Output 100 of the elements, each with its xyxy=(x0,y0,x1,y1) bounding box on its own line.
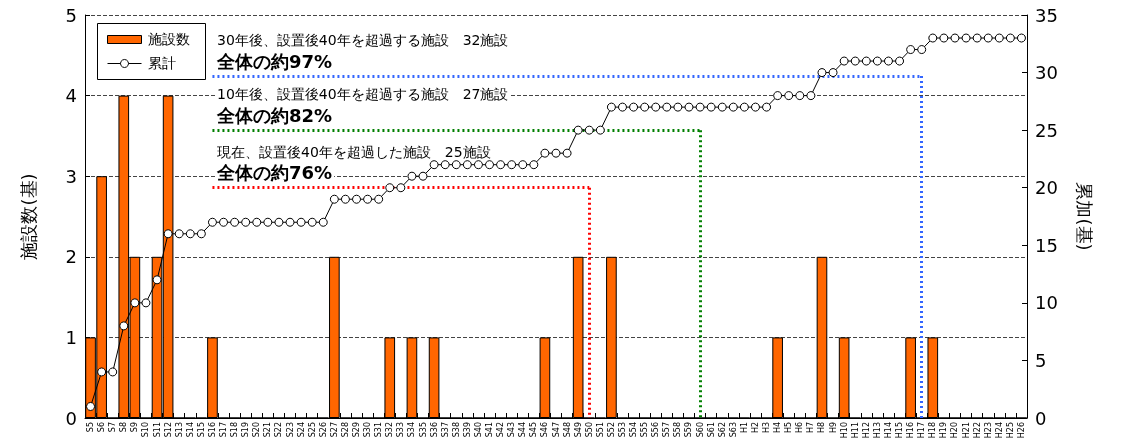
x-tick-label: H10 xyxy=(839,422,849,439)
x-tick-label: H13 xyxy=(872,422,882,439)
x-tick-label: S37 xyxy=(440,422,450,438)
x-tick-label: S43 xyxy=(507,422,517,438)
x-tick-label: H3 xyxy=(762,422,772,434)
x-tick-label: S17 xyxy=(219,422,229,438)
x-tick-label: H5 xyxy=(784,422,794,434)
x-tick-label: S51 xyxy=(595,422,605,438)
x-tick-label: H19 xyxy=(939,422,949,439)
x-tick-label: S9 xyxy=(130,422,140,433)
x-tick-label: H12 xyxy=(861,422,871,439)
y-tick-label: 5 xyxy=(65,4,77,26)
x-tick-label: S62 xyxy=(717,422,727,438)
x-tick-label: S29 xyxy=(352,422,362,438)
x-tick-label: S8 xyxy=(119,422,129,433)
y-tick-label: 0 xyxy=(65,407,77,429)
x-tick-label: S63 xyxy=(728,422,738,438)
x-tick-label: S21 xyxy=(263,422,273,438)
x-tick-label: S5 xyxy=(86,422,96,433)
x-tick-label: S15 xyxy=(196,422,206,438)
x-tick-label: H2 xyxy=(750,422,760,434)
x-tick-label: S54 xyxy=(629,422,639,438)
x-tick-label: S35 xyxy=(418,422,428,438)
y2-tick-label: 35 xyxy=(1035,4,1058,26)
x-tick-label: S48 xyxy=(562,422,572,438)
x-tick-label: H4 xyxy=(773,422,783,434)
x-tick-label: S42 xyxy=(496,422,506,438)
x-tick-label: S7 xyxy=(108,422,118,433)
x-tick-label: S33 xyxy=(396,422,406,438)
x-tick-label: S10 xyxy=(141,422,151,438)
x-tick-label: H26 xyxy=(1016,422,1026,439)
x-tick-label: S49 xyxy=(573,422,583,438)
x-tick-label: S34 xyxy=(407,422,417,438)
x-tick-label: H20 xyxy=(950,422,960,439)
annotation: 10年後、設置後40年を超過する施設 27施設 xyxy=(217,86,509,102)
y-tick-label: 3 xyxy=(65,165,77,187)
x-tick-label: S11 xyxy=(152,422,162,438)
annotation: 全体の約97% xyxy=(216,50,333,72)
x-tick-label: H25 xyxy=(1005,422,1015,439)
y2-tick-label: 20 xyxy=(1035,177,1058,199)
x-tick-label: S50 xyxy=(584,422,594,438)
x-tick-label: S55 xyxy=(640,422,650,438)
x-tick-label: S12 xyxy=(163,422,173,438)
x-tick-label: S57 xyxy=(662,422,672,438)
y2-tick-label: 15 xyxy=(1035,234,1058,256)
x-tick-label: S31 xyxy=(374,422,384,438)
x-tick-label: S56 xyxy=(651,422,661,438)
x-tick-label: S60 xyxy=(695,422,705,438)
x-tick-label: S16 xyxy=(207,422,217,438)
annotation: 現在、設置後40年を超過した施設 25施設 xyxy=(217,144,491,160)
y2-axis-title: 累加(基) xyxy=(1073,182,1095,251)
x-tick-label: S6 xyxy=(97,422,107,433)
annotation: 全体の約82% xyxy=(216,104,333,126)
x-tick-label: S61 xyxy=(706,422,716,438)
x-tick-label: S58 xyxy=(673,422,683,438)
x-tick-label: S53 xyxy=(617,422,627,438)
x-tick-label: S26 xyxy=(318,422,328,438)
y2-tick-label: 30 xyxy=(1035,62,1058,84)
x-tick-label: H21 xyxy=(961,422,971,439)
annotation: 全体の約76% xyxy=(216,161,333,183)
x-tick-label: S46 xyxy=(540,422,550,438)
x-tick-label: H1 xyxy=(739,422,749,434)
x-tick-label: S52 xyxy=(606,422,616,438)
x-tick-label: S24 xyxy=(296,422,306,438)
y-axis-title: 施設数(基) xyxy=(17,173,39,260)
x-tick-label: S27 xyxy=(329,422,339,438)
x-tick-label: S19 xyxy=(241,422,251,438)
x-tick-label: S36 xyxy=(429,422,439,438)
y-tick-label: 4 xyxy=(65,85,77,107)
x-tick-label: S13 xyxy=(174,422,184,438)
x-tick-label: H8 xyxy=(817,422,827,434)
x-tick-label: S44 xyxy=(518,422,528,438)
x-tick-label: S39 xyxy=(462,422,472,438)
x-tick-label: S32 xyxy=(385,422,395,438)
x-tick-label: H18 xyxy=(928,422,938,439)
x-tick-label: S20 xyxy=(252,422,262,438)
legend-label: 累計 xyxy=(147,54,176,71)
y2-tick-label: 5 xyxy=(1035,349,1047,371)
x-tick-label: S30 xyxy=(363,422,373,438)
annotation: 30年後、設置後40年を超過する施設 32施設 xyxy=(217,32,509,48)
x-tick-label: H16 xyxy=(906,422,916,439)
x-tick-label: S28 xyxy=(340,422,350,438)
x-tick-label: H14 xyxy=(883,422,893,439)
x-tick-label: S18 xyxy=(230,422,240,438)
x-tick-label: S38 xyxy=(451,422,461,438)
y-tick-label: 2 xyxy=(65,246,77,268)
x-tick-label: H9 xyxy=(828,422,838,434)
x-tick-label: H6 xyxy=(795,422,805,434)
x-tick-label: S23 xyxy=(285,422,295,438)
x-tick-label: H17 xyxy=(917,422,927,439)
x-tick-label: S41 xyxy=(485,422,495,438)
x-tick-label: S45 xyxy=(529,422,539,438)
x-tick-label: S25 xyxy=(307,422,317,438)
x-tick-label: H11 xyxy=(850,422,860,439)
y-tick-label: 1 xyxy=(65,326,77,348)
x-tick-label: S14 xyxy=(185,422,195,438)
x-tick-label: H15 xyxy=(895,422,905,439)
y2-tick-label: 10 xyxy=(1035,292,1058,314)
x-tick-label: S40 xyxy=(473,422,483,438)
y2-tick-label: 0 xyxy=(1035,407,1047,429)
